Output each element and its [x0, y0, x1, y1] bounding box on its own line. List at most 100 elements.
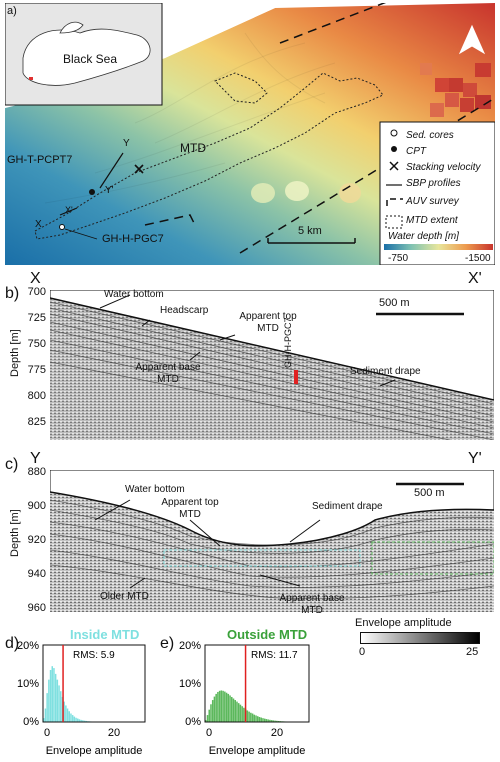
histogram-bar: [56, 679, 59, 722]
histogram-bar: [234, 700, 236, 722]
annotation-sediment-drape-c: Sediment drape: [312, 501, 383, 512]
panel-a-label: a): [7, 5, 17, 17]
histogram-bar: [276, 720, 278, 722]
bathymetry-surface: [5, 3, 495, 265]
histogram-bar: [82, 720, 84, 722]
panel-d-label: d): [5, 635, 20, 652]
panel-c-yaxis: 880 900 920 940 960: [22, 466, 46, 626]
histogram-bar: [257, 716, 259, 722]
inset-black-sea-label: Black Sea: [63, 52, 117, 66]
histogram-bar: [260, 717, 262, 722]
histogram-d-xtick: 20: [108, 727, 120, 739]
panel-e-label: e): [160, 635, 175, 652]
water-bottom-reflector: [50, 297, 494, 401]
legend-depth-max: -1500: [465, 253, 491, 264]
panel-c-ylabel: Depth [m]: [9, 509, 21, 557]
annotation-water-bottom-b: Water bottom: [104, 289, 164, 300]
histogram-bar: [43, 718, 45, 722]
histogram-bar: [77, 718, 79, 722]
mtd-label: MTD: [180, 141, 206, 155]
histogram-d-rms-label: RMS: 5.9: [73, 650, 115, 661]
panel-c-y-left: Y: [30, 450, 41, 467]
seismic-profile-b: [50, 290, 494, 440]
sbp-profile-y: [99, 152, 124, 189]
histogram-e-bars: [205, 690, 302, 722]
histogram-bar: [220, 690, 223, 722]
histogram-bar: [255, 715, 257, 722]
panel-c-ytick: 880: [27, 466, 46, 478]
mtd-extent-outline: [34, 72, 384, 240]
histogram-bar: [210, 704, 212, 722]
panel-b-ytick: 825: [27, 416, 46, 428]
auv-survey-boundary-upper: [279, 3, 387, 44]
study-area-marker: [29, 77, 33, 80]
histogram-inside-mtd: 20% 10% 0% 0 20 RMS: 5.9 Envelope amplit…: [17, 640, 146, 757]
panel-b-ylabel: Depth [m]: [9, 329, 21, 377]
profile-y-right-label: Y': [105, 185, 114, 196]
histogram-bar: [251, 713, 254, 722]
histogram-bar: [60, 691, 62, 722]
histogram-d-xlabel: Envelope amplitude: [46, 745, 143, 757]
histogram-bar: [78, 719, 81, 722]
histogram-d-frame: [42, 644, 146, 723]
panel-a-map: Y Y' X X' Black Sea: [4, 2, 496, 266]
histogram-e-frame: [204, 644, 310, 723]
cpt-marker: [89, 189, 95, 195]
histogram-bar: [239, 704, 242, 722]
histogram-bar: [269, 719, 271, 722]
mtd-extent-lobe: [214, 72, 268, 104]
panel-b-ytick: 725: [27, 312, 46, 324]
histogram-bar: [215, 693, 217, 722]
annotation-headscarp: Headscarp: [160, 305, 209, 316]
histogram-bar: [237, 703, 240, 722]
histogram-bar: [46, 693, 48, 722]
legend-water-depth: Water depth [m]: [388, 231, 459, 242]
histogram-e-ytick: 10%: [179, 678, 201, 690]
histogram-bar: [270, 720, 273, 722]
legend-depth-min: -750: [388, 253, 409, 264]
water-depth-colorbar: [384, 244, 493, 250]
annotation-apparent-top-c: Apparent top MTD: [161, 497, 219, 520]
histogram-e-ytick: 0%: [185, 716, 201, 728]
panel-b-ytick: 700: [27, 286, 46, 298]
histogram-bar: [75, 717, 77, 722]
profile-b-scale-label: 500 m: [379, 297, 410, 309]
histogram-bar: [213, 696, 216, 722]
profile-b-core-label: GH-H-PGC7: [283, 317, 293, 368]
panel-b-label: b): [5, 285, 20, 302]
sbp-profile-x: [59, 207, 78, 216]
histogram-bar: [63, 701, 65, 722]
histogram-bar: [208, 709, 210, 722]
legend-stacking-velocity: Stacking velocity: [406, 162, 481, 173]
histogram-bar: [229, 695, 231, 722]
histogram-outside-mtd: 20% 10% 0% 0 20 RMS: 11.7 Envelope ampli…: [179, 640, 310, 757]
histogram-d-ytick: 0%: [23, 716, 39, 728]
inset-map: Black Sea: [4, 2, 163, 106]
histogram-e-rms-label: RMS: 11.7: [251, 650, 298, 661]
map-scale-bar: [267, 238, 356, 244]
panel-d-title: Inside MTD: [70, 627, 140, 642]
legend-sed-cores: Sed. cores: [406, 130, 454, 141]
panel-c-label: c): [5, 456, 19, 473]
profile-x-right-label: X': [65, 205, 73, 215]
histogram-bar: [70, 713, 72, 722]
histogram-e-xlabel: Envelope amplitude: [209, 745, 306, 757]
envelope-colorbar-min: 0: [359, 646, 366, 658]
histogram-bar: [231, 696, 233, 722]
histogram-d-bars: [43, 666, 104, 722]
map-scale-label: 5 km: [298, 225, 322, 237]
histogram-bar: [73, 716, 76, 722]
histogram-bar: [236, 701, 238, 722]
histogram-bar: [65, 705, 67, 722]
annotation-older-mtd: Older MTD: [100, 591, 149, 602]
histogram-bar: [53, 668, 55, 722]
legend-auv-survey: AUV survey: [406, 196, 459, 207]
sediment-core-marker: [59, 224, 65, 230]
panel-b-x-right: X': [468, 270, 482, 287]
histogram-d-xtick: 0: [44, 727, 50, 739]
panel-b-x-left: X: [30, 270, 41, 287]
histogram-e-xtick: 0: [206, 727, 212, 739]
envelope-colorbar-title: Envelope amplitude: [355, 617, 452, 629]
histogram-d-ytick: 10%: [17, 678, 39, 690]
envelope-colorbar-max: 25: [466, 646, 479, 658]
